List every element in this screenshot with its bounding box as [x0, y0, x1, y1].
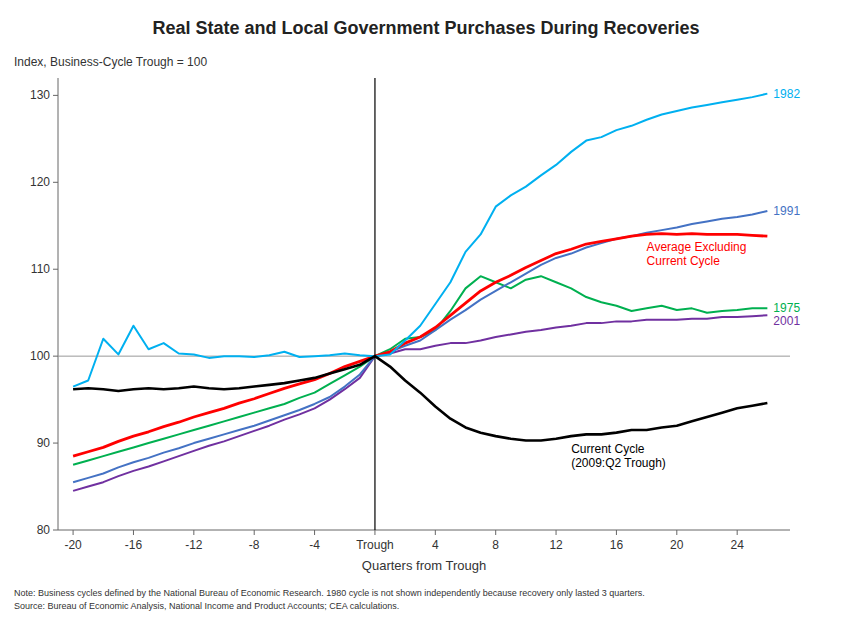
x-tick — [737, 530, 738, 535]
y-tick-label: 100 — [30, 349, 50, 363]
x-tick-label: Trough — [356, 538, 394, 552]
series-label: 1982 — [773, 87, 800, 101]
x-tick-label: 8 — [492, 538, 499, 552]
y-tick — [53, 269, 58, 270]
y-tick — [53, 95, 58, 96]
x-tick — [676, 530, 677, 535]
y-tick — [53, 530, 58, 531]
x-tick — [314, 530, 315, 535]
x-tick-label: 12 — [549, 538, 563, 552]
x-tick-label: 16 — [610, 538, 624, 552]
lines — [73, 94, 767, 491]
series-line — [73, 234, 767, 457]
series-label-line: Current Cycle — [571, 442, 645, 456]
y-axis-label: Index, Business-Cycle Trough = 100 — [14, 55, 207, 69]
series-line — [73, 315, 767, 491]
x-tick-label: 4 — [432, 538, 439, 552]
series-line — [73, 276, 767, 465]
y-tick-label: 130 — [30, 88, 50, 102]
x-axis-label: Quarters from Trough — [362, 558, 486, 573]
x-tick-label: -4 — [309, 538, 320, 552]
series-label: Current Cycle(2009:Q2 Trough) — [571, 442, 666, 470]
trough-line — [374, 78, 375, 530]
series-label-line: Average Excluding — [647, 240, 747, 254]
x-tick — [616, 530, 617, 535]
note: Source: Bureau of Economic Analysis, Nat… — [14, 601, 399, 611]
series-line — [73, 94, 767, 387]
x-tick — [73, 530, 74, 535]
reference-line — [58, 356, 790, 357]
series-label: 2001 — [773, 314, 800, 328]
x-tick — [133, 530, 134, 535]
plot-area — [58, 78, 790, 530]
series-label: 1975 — [773, 301, 800, 315]
y-axis-line — [58, 78, 59, 530]
background — [0, 0, 852, 620]
line-labels: Average ExcludingCurrent CycleCurrent Cy… — [571, 87, 800, 470]
series-line — [73, 211, 767, 482]
x-tick — [435, 530, 436, 535]
x-tick-label: 24 — [730, 538, 744, 552]
y-tick-label: 80 — [37, 523, 51, 537]
y-tick — [53, 443, 58, 444]
y-tick-label: 90 — [37, 436, 51, 450]
series-label: 1991 — [773, 204, 800, 218]
series-label: Average ExcludingCurrent Cycle — [647, 240, 747, 268]
x-tick — [193, 530, 194, 535]
x-tick-label: -12 — [185, 538, 203, 552]
title: Real State and Local Government Purchase… — [152, 18, 699, 38]
x-axis-line — [58, 530, 790, 531]
y-tick — [53, 182, 58, 183]
series-label-line: (2009:Q2 Trough) — [571, 456, 666, 470]
x-tick-label: -8 — [249, 538, 260, 552]
y-tick-label: 110 — [31, 262, 50, 276]
chart: Real State and Local Government Purchase… — [0, 0, 852, 620]
x-tick — [556, 530, 557, 535]
note: Note: Business cycles defined by the Nat… — [14, 588, 645, 598]
x-tick — [374, 530, 375, 535]
x-tick-label: 20 — [670, 538, 684, 552]
series-label-line: Current Cycle — [647, 254, 721, 268]
x-tick — [254, 530, 255, 535]
series-line — [73, 356, 767, 440]
x-tick-label: -16 — [125, 538, 143, 552]
x-tick-label: -20 — [64, 538, 82, 552]
y-tick-label: 120 — [30, 175, 50, 189]
y-tick — [53, 356, 58, 357]
axes: 80 90 100 110 120 130 -20 -16 -12 -8 -4 Trough 4 8 12 1… — [30, 78, 790, 552]
x-tick — [495, 530, 496, 535]
